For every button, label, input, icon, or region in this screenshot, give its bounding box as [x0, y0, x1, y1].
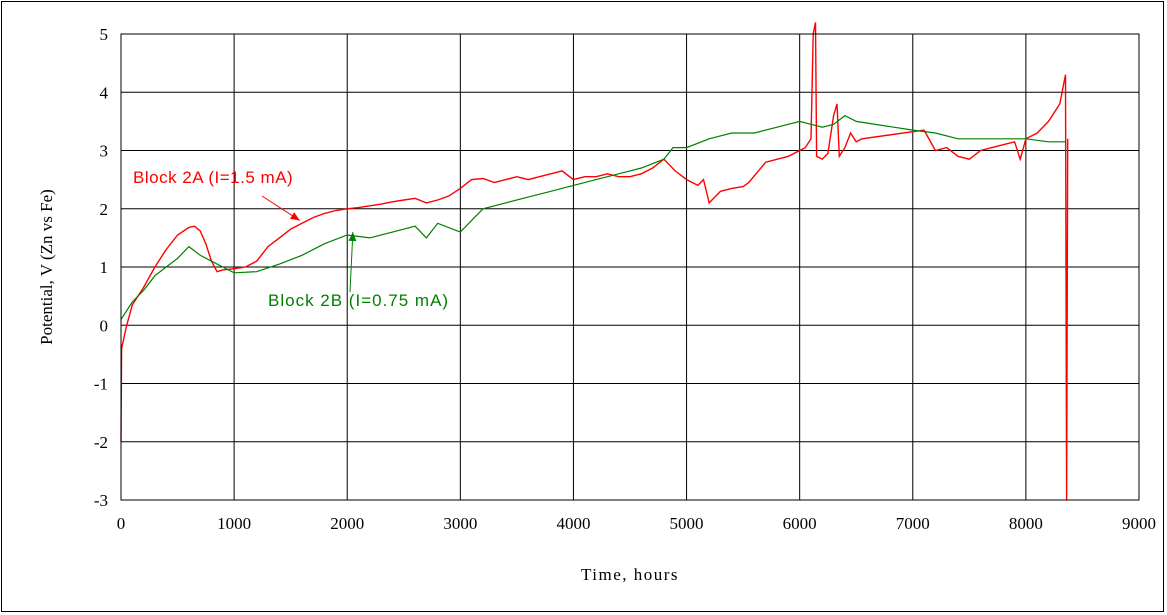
x-axis-title: Time, hours [581, 565, 679, 584]
annotation-label: Block 2B (I=0.75 mA) [268, 291, 449, 310]
x-tick-labels: 0 1000 2000 3000 4000 5000 6000 7000 8000 9000 [117, 514, 1156, 533]
series-layer [120, 22, 1069, 501]
y-tick-label: 4 [100, 83, 109, 102]
x-tick-label: 6000 [783, 514, 817, 533]
series-line-block-2b [120, 114, 1066, 320]
plot-area-border [120, 33, 1140, 501]
gridlines [120, 33, 1140, 501]
y-tick-label: 5 [100, 25, 109, 44]
y-tick-label: 3 [100, 142, 109, 161]
x-tick-label: 9000 [1122, 514, 1156, 533]
y-tick-label: 1 [100, 258, 109, 277]
y-tick-labels: 5 4 3 2 1 0 -1 -2 -3 [94, 25, 109, 510]
y-tick-label: -3 [94, 491, 108, 510]
x-tick-label: 1000 [217, 514, 251, 533]
annotation-label: Block 2A (I=1.5 mA) [133, 168, 293, 187]
y-tick-label: -1 [94, 375, 108, 394]
annotation-arrowhead [290, 212, 300, 221]
x-tick-label: 3000 [443, 514, 477, 533]
x-tick-label: 2000 [330, 514, 364, 533]
x-tick-label: 8000 [1009, 514, 1043, 533]
x-tick-label: 5000 [670, 514, 704, 533]
y-tick-label: 2 [100, 200, 109, 219]
annotation-arrowhead [348, 232, 357, 242]
y-tick-label: 0 [100, 316, 109, 335]
x-tick-label: 4000 [556, 514, 590, 533]
y-tick-label: -2 [94, 433, 108, 452]
x-tick-label: 7000 [896, 514, 930, 533]
x-tick-label: 0 [117, 514, 126, 533]
y-axis-title: Potential, V (Zn vs Fe) [37, 189, 56, 345]
annotation-arrow [349, 232, 354, 293]
series-line-block-2a [120, 22, 1069, 501]
annotations: Block 2A (I=1.5 mA) Block 2B (I=0.75 mA) [133, 168, 449, 310]
